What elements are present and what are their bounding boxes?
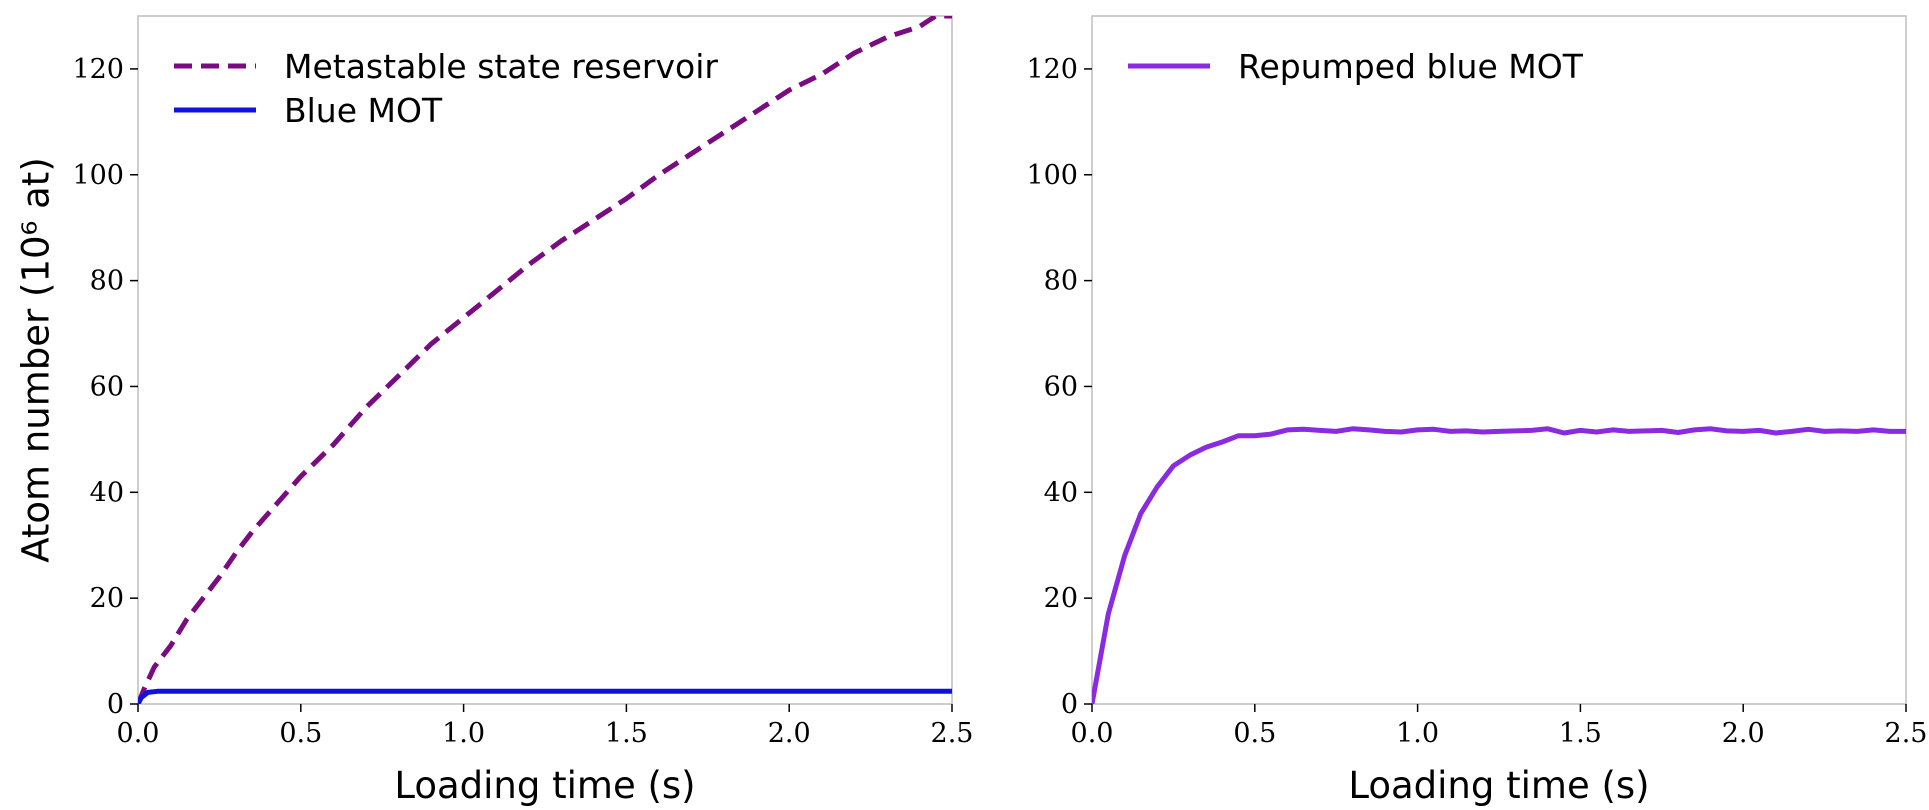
y-tick-label: 20 <box>1044 583 1078 614</box>
y-tick-label: 80 <box>1044 266 1078 297</box>
plot-frame <box>1091 15 1907 705</box>
x-tick-label: 1.0 <box>442 718 485 749</box>
left-chart-panel: 0.0 0.5 1.0 1.5 2.0 2.5 0 20 40 60 80 100 120 Loading… <box>15 15 974 807</box>
plot-frame <box>137 15 953 705</box>
x-tick-label: 0.5 <box>279 718 322 749</box>
y-tick-label: 60 <box>90 371 124 402</box>
y-tick-label: 40 <box>1044 477 1078 508</box>
right-chart-panel: 0.0 0.5 1.0 1.5 2.0 2.5 0 20 40 60 80 100 120 Loading… <box>1026 15 1928 807</box>
x-tick-label: 2.5 <box>931 718 974 749</box>
series-line-repumped-blue-mot <box>1092 426 1906 704</box>
legend-label: Repumped blue MOT <box>1238 47 1584 86</box>
y-axis-label: Atom number (10⁶ at) <box>15 157 58 563</box>
y-tick-label: 0 <box>1061 689 1078 720</box>
x-tick-label: 0.0 <box>117 718 160 749</box>
series-line-blue-mot <box>138 688 952 704</box>
x-axis-label: Loading time (s) <box>394 764 695 807</box>
series-line-metastable-state-reservoir <box>138 16 952 704</box>
x-tick-label: 1.0 <box>1396 718 1439 749</box>
y-tick-label: 20 <box>90 583 124 614</box>
y-tick-label: 120 <box>72 54 124 85</box>
y-tick-label: 100 <box>72 160 124 191</box>
y-tick-label: 0 <box>107 689 124 720</box>
x-tick-label: 0.0 <box>1071 718 1114 749</box>
x-axis-label: Loading time (s) <box>1348 764 1649 807</box>
x-tick-label: 1.5 <box>605 718 648 749</box>
legend-label: Blue MOT <box>284 91 443 130</box>
legend-label: Metastable state reservoir <box>284 47 718 86</box>
x-tick-label: 2.0 <box>1722 718 1765 749</box>
x-tick-label: 0.5 <box>1233 718 1276 749</box>
y-tick-label: 100 <box>1026 160 1078 191</box>
x-tick-label: 2.0 <box>768 718 811 749</box>
y-tick-label: 80 <box>90 266 124 297</box>
y-tick-label: 120 <box>1026 54 1078 85</box>
x-tick-label: 1.5 <box>1559 718 1602 749</box>
y-tick-label: 40 <box>90 477 124 508</box>
y-tick-label: 60 <box>1044 371 1078 402</box>
x-tick-label: 2.5 <box>1885 718 1928 749</box>
